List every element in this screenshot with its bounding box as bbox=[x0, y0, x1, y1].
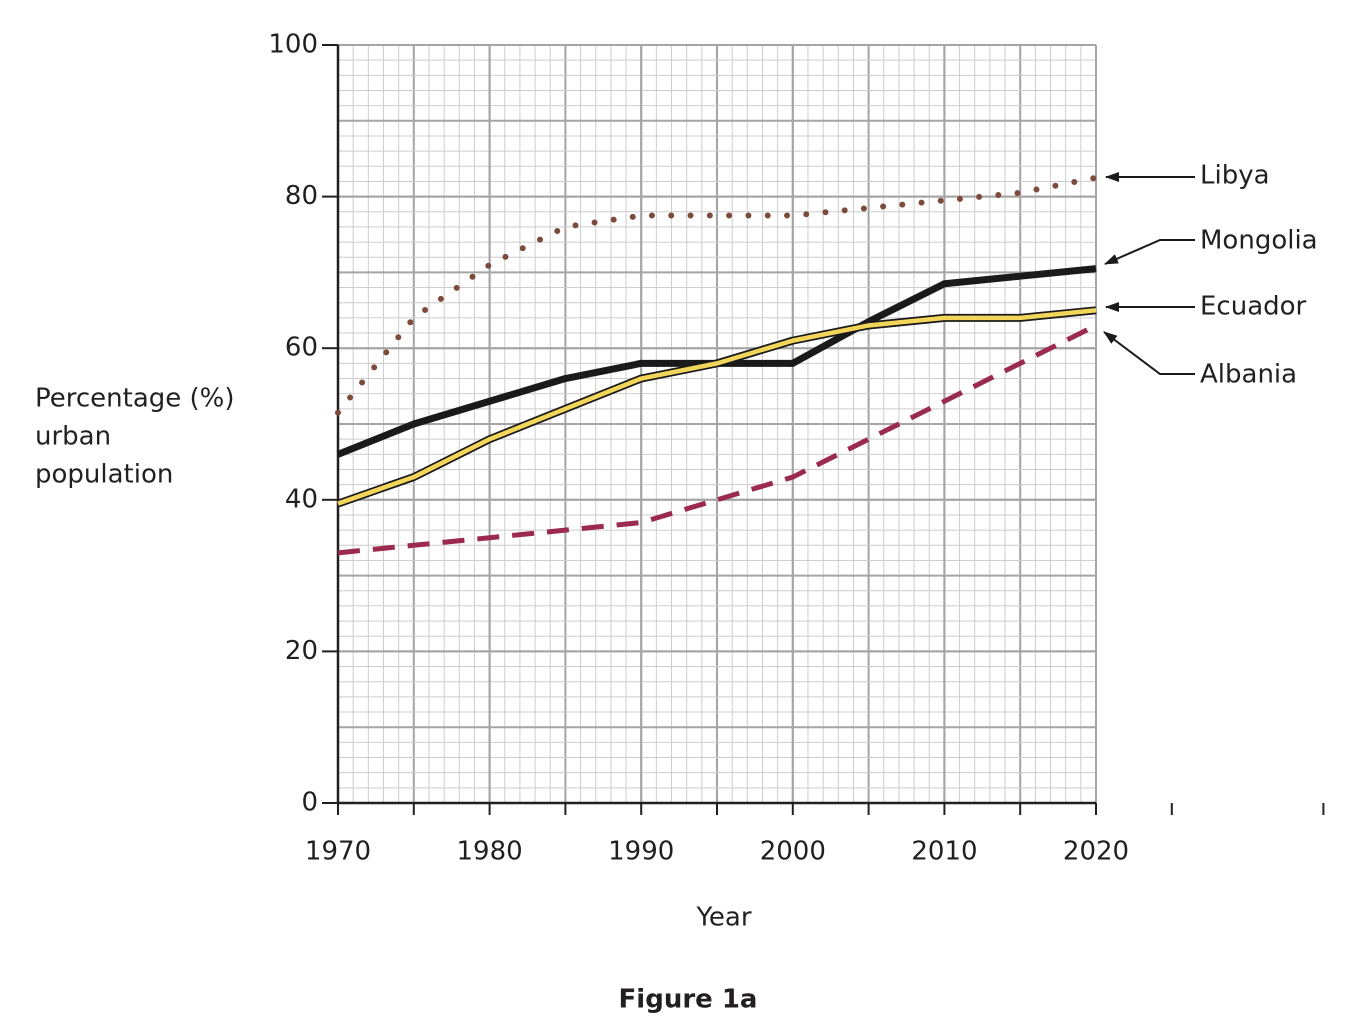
x-tick-label: 1980 bbox=[457, 837, 523, 867]
plot bbox=[335, 174, 1099, 556]
legend-arrow bbox=[1104, 239, 1195, 265]
legend-label: Ecuador bbox=[1200, 292, 1307, 322]
x-tick-label: 2020 bbox=[1063, 837, 1129, 867]
y-axis-label: Percentage (%) bbox=[35, 384, 235, 414]
y-tick-label: 20 bbox=[285, 636, 318, 666]
y-tick-label: 40 bbox=[285, 484, 318, 514]
y-tick-label: 60 bbox=[285, 333, 318, 363]
legend-label: Mongolia bbox=[1200, 226, 1318, 256]
y-axis-label: population bbox=[35, 460, 173, 490]
x-axis-label: Year bbox=[695, 903, 751, 933]
caption: Figure 1a bbox=[619, 985, 758, 1015]
legend-label: Libya bbox=[1200, 161, 1270, 191]
x-tick-label: 2010 bbox=[911, 837, 977, 867]
y-tick-label: 0 bbox=[301, 788, 318, 818]
legend-label: Albania bbox=[1200, 360, 1297, 390]
series-line bbox=[337, 308, 1097, 506]
x-tick-label: 2000 bbox=[760, 837, 826, 867]
x-tick-label: 1970 bbox=[305, 837, 371, 867]
y-tick-label: 80 bbox=[285, 181, 318, 211]
legend-arrow bbox=[1103, 331, 1195, 375]
y-axis-label: urban bbox=[35, 422, 111, 452]
series-line bbox=[337, 323, 1098, 556]
x-tick-label: 1990 bbox=[608, 837, 674, 867]
y-tick-label: 100 bbox=[268, 30, 318, 60]
